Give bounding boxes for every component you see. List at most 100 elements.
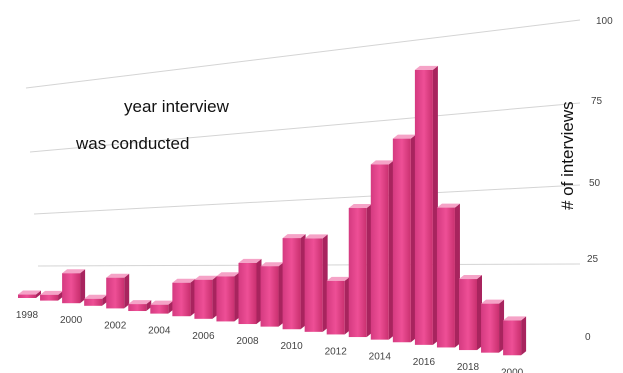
bar-side [234, 272, 240, 322]
y-axis-ticks: 0 25 50 75 100 [585, 16, 613, 343]
bar [150, 300, 174, 314]
bar-top [481, 299, 505, 304]
bar [238, 258, 262, 325]
bar-front [128, 304, 147, 312]
x-tick-label: 2016 [413, 357, 436, 368]
annotation-line-1: year interview [124, 97, 230, 116]
y-tick-label: 75 [591, 96, 603, 107]
y-tick-label: 0 [585, 332, 591, 343]
x-tick-label: 1998 [16, 310, 39, 321]
x-tick-label: 2002 [104, 320, 127, 331]
bar-top [348, 204, 372, 209]
bar-front [216, 276, 235, 322]
bar-front [62, 273, 81, 304]
bar-front [304, 238, 323, 332]
bar [348, 204, 372, 338]
bar-front [348, 208, 367, 338]
bar-top [503, 316, 527, 321]
bar-side [477, 275, 482, 351]
bar-front [172, 282, 191, 317]
bar-side [388, 160, 394, 340]
gridline [25, 19, 581, 89]
bar-front [106, 277, 125, 309]
bar-side [124, 273, 130, 309]
bar-side [410, 134, 416, 343]
y-tick-label: 100 [596, 16, 613, 27]
bar [84, 294, 108, 306]
bar-top [62, 269, 86, 274]
bar-front [194, 279, 213, 319]
bar-side [344, 276, 350, 335]
annotation-line-2: was conducted [75, 134, 189, 153]
x-tick-label: 2000 [501, 367, 524, 373]
bar-front [282, 238, 301, 330]
bar-side [499, 299, 505, 353]
bar-side [212, 275, 218, 319]
y-tick-label: 50 [589, 178, 601, 189]
bar-top [436, 203, 460, 208]
bar-front [370, 164, 389, 340]
bar [260, 262, 284, 327]
bar-top [370, 160, 394, 165]
bar-side [366, 204, 372, 338]
bar [304, 234, 328, 332]
x-tick-label: 2006 [192, 331, 215, 342]
bar-top [238, 258, 262, 263]
bar [128, 300, 152, 312]
x-tick-label: 2008 [236, 336, 259, 347]
gridline [29, 102, 581, 153]
bar [216, 272, 240, 322]
bar [40, 290, 64, 301]
bars [18, 65, 527, 356]
bar-front [326, 280, 345, 335]
bar-side [36, 290, 41, 298]
x-tick-label: 2012 [325, 346, 348, 357]
bar-front [414, 69, 433, 345]
bar-top [414, 65, 438, 70]
bar-side [190, 278, 196, 317]
y-axis-label: # of interviews [558, 101, 577, 210]
bar-top [172, 278, 196, 283]
bar-top [260, 262, 284, 267]
bar [62, 269, 86, 304]
bar [414, 65, 438, 345]
bar [282, 234, 306, 330]
bar-side [146, 300, 152, 312]
bar [436, 203, 460, 348]
bar-top [106, 273, 130, 278]
bar-top [40, 290, 64, 295]
y-tick-label: 25 [587, 254, 599, 265]
bar [18, 290, 41, 298]
bar-front [238, 262, 257, 325]
bar-top [128, 300, 152, 305]
bar-front [481, 303, 500, 353]
bar-top [194, 275, 218, 280]
bar-front [503, 320, 522, 356]
bar [172, 278, 196, 317]
bar-top [18, 290, 41, 295]
bar-front [260, 266, 279, 327]
bar [194, 275, 218, 319]
bar-front [84, 298, 103, 306]
bar-side [454, 203, 460, 348]
bar [106, 273, 130, 309]
bar-side [256, 258, 262, 325]
bar-top [326, 276, 350, 281]
bar-side [300, 234, 306, 330]
bar-side [58, 290, 64, 301]
bar-side [322, 234, 328, 332]
bar-front [40, 294, 59, 301]
bar [370, 160, 394, 340]
bar-top [216, 272, 240, 277]
bar-side [168, 300, 174, 314]
x-tick-label: 2018 [457, 362, 480, 373]
bar-side [102, 294, 108, 306]
bar-front [18, 294, 36, 298]
x-tick-label: 2014 [369, 352, 392, 363]
bar-front [392, 138, 411, 343]
bar-top [304, 234, 328, 239]
bar [503, 316, 527, 356]
gridline [33, 184, 581, 215]
bar-top [459, 275, 482, 280]
